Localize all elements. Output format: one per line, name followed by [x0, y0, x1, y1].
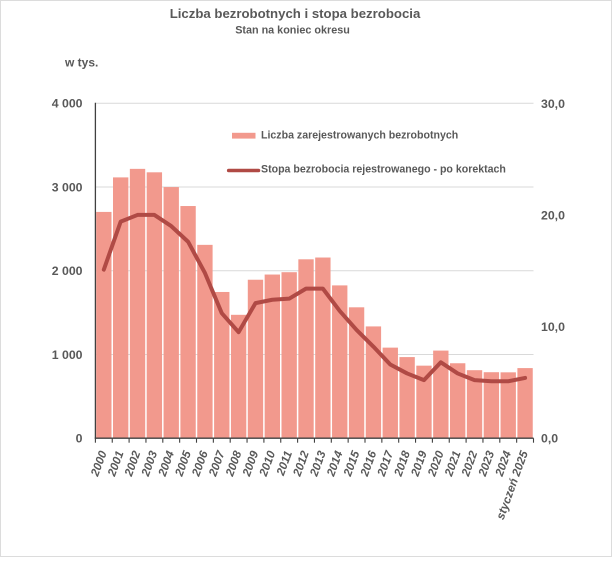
svg-text:3 000: 3 000	[52, 180, 83, 194]
svg-text:0,0: 0,0	[541, 432, 558, 446]
svg-text:0: 0	[76, 432, 83, 446]
svg-text:Stopa bezrobocia rejestrowaneg: Stopa bezrobocia rejestrowanego - po kor…	[261, 163, 506, 175]
svg-text:20,0: 20,0	[541, 208, 565, 222]
svg-text:30,0: 30,0	[541, 97, 565, 111]
svg-text:Liczba zarejestrowanych bezrob: Liczba zarejestrowanych bezrobotnych	[261, 129, 458, 141]
svg-text:4 000: 4 000	[52, 97, 83, 111]
svg-text:10,0: 10,0	[541, 320, 565, 334]
svg-text:1 000: 1 000	[52, 348, 83, 362]
svg-text:Liczba bezrobotnych i stopa be: Liczba bezrobotnych i stopa bezrobocia	[170, 6, 421, 21]
svg-text:2 000: 2 000	[52, 264, 83, 278]
svg-text:Stan na koniec okresu: Stan na koniec okresu	[235, 25, 350, 37]
svg-text:w tys.: w tys.	[64, 56, 98, 70]
